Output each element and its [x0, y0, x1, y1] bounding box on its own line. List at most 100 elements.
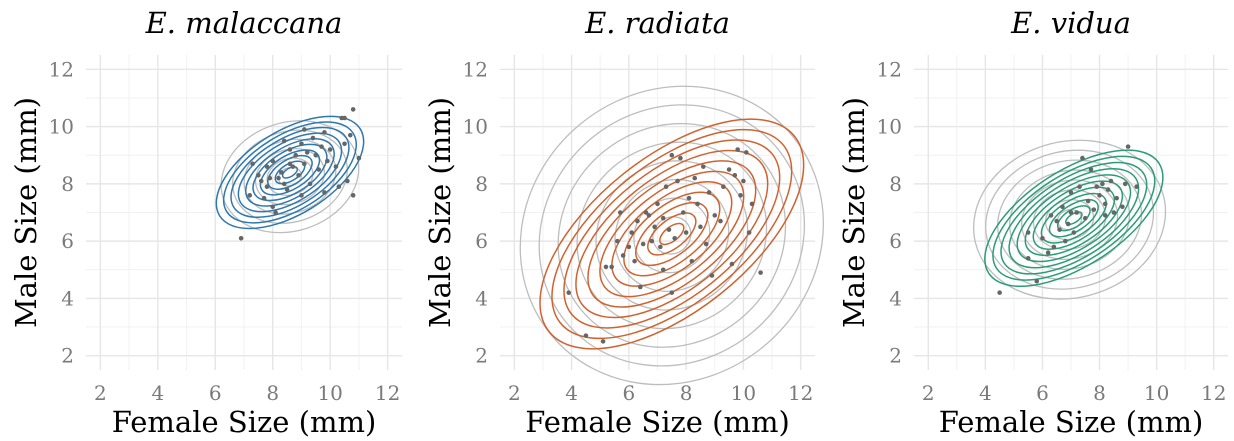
data-point: [281, 181, 287, 187]
y-tick-label: 6: [61, 229, 74, 253]
data-point: [1114, 195, 1119, 201]
data-point: [336, 184, 342, 190]
x-axis-title: Female Size (mm): [525, 405, 790, 439]
prior-contour: [652, 216, 692, 255]
posterior-contour: [215, 115, 365, 230]
panel-1: 2 4 6 8 10 12 2 4 6 8 10 12 E. malaccana Female Size …: [9, 6, 402, 439]
data-point: [729, 261, 735, 267]
x-tick-label: 4: [151, 381, 164, 405]
x-tick-label: 2: [922, 381, 935, 405]
data-point: [1134, 184, 1139, 190]
y-tick-label: 4: [475, 286, 488, 310]
posterior-contour: [623, 191, 721, 277]
x-tick-label: 4: [565, 381, 578, 405]
data-point: [701, 164, 706, 169]
data-point: [1025, 230, 1031, 235]
data-point: [302, 161, 307, 167]
data-point: [1094, 184, 1099, 190]
data-point: [1108, 178, 1114, 184]
y-tick-label: 6: [889, 229, 902, 253]
data-point: [350, 193, 356, 198]
posterior-contour: [587, 160, 757, 308]
x-tick-label: 6: [1036, 381, 1049, 405]
x-tick-label: 10: [731, 381, 756, 405]
data-point: [1045, 250, 1051, 255]
y-tick-label: 12: [877, 57, 902, 81]
data-point: [583, 333, 589, 338]
prior-contour: [576, 141, 768, 330]
data-point: [629, 230, 635, 235]
data-point: [1068, 190, 1074, 195]
data-point: [1074, 210, 1080, 215]
data-point: [1051, 244, 1057, 250]
prior-contour: [232, 129, 348, 224]
data-point: [284, 187, 290, 192]
data-point: [322, 130, 327, 135]
data-point: [1120, 204, 1125, 210]
x-tick-label: 12: [375, 381, 400, 405]
data-point: [299, 193, 304, 198]
y-tick-label: 10: [877, 115, 902, 139]
data-point: [322, 190, 327, 195]
y-tick-label: 4: [61, 286, 74, 310]
prior-contour: [557, 122, 787, 348]
data-point: [350, 107, 356, 112]
data-point: [706, 190, 712, 195]
prior-contour: [996, 159, 1143, 280]
data-point: [721, 184, 726, 190]
data-point: [617, 210, 623, 215]
data-point: [310, 135, 316, 141]
data-point: [672, 235, 677, 241]
x-tick-label: 2: [94, 381, 107, 405]
data-point: [333, 164, 339, 169]
data-point: [1071, 230, 1077, 235]
data-point: [638, 284, 643, 290]
data-point: [635, 218, 640, 224]
data-point: [299, 141, 304, 147]
data-point: [566, 290, 572, 295]
prior-contour: [538, 104, 806, 367]
x-axis-title: Female Size (mm): [939, 405, 1204, 439]
data-point: [347, 132, 353, 138]
data-point: [997, 290, 1002, 295]
y-tick-label: 2: [475, 344, 488, 368]
data-point: [626, 244, 632, 250]
data-point: [1068, 210, 1074, 215]
data-point: [709, 273, 715, 278]
data-point: [1057, 227, 1062, 232]
posterior-contour: [1016, 174, 1132, 263]
data-point: [640, 241, 646, 247]
data-point: [692, 175, 698, 181]
grid: [914, 55, 1228, 370]
data-point: [313, 152, 319, 158]
y-tick-label: 10: [49, 115, 74, 139]
data-point: [238, 235, 244, 241]
data-point: [646, 213, 652, 218]
x-tick-label: 10: [317, 381, 342, 405]
data-point: [247, 193, 253, 198]
data-point: [287, 161, 293, 167]
prior-contour: [519, 85, 825, 386]
chart-title: E. vidua: [1010, 6, 1131, 40]
data-point: [1088, 167, 1094, 172]
data-point: [276, 175, 281, 181]
data-point: [620, 253, 626, 258]
data-point: [675, 178, 680, 184]
data-point: [735, 147, 740, 152]
y-tick-label: 12: [49, 57, 74, 81]
data-point: [652, 224, 657, 230]
data-point: [296, 172, 301, 178]
data-point: [698, 224, 703, 230]
data-point: [293, 152, 299, 158]
data-point: [1054, 218, 1060, 224]
posterior-contour: [992, 155, 1156, 281]
x-tick-label: 12: [1201, 381, 1226, 405]
posterior-contour: [1032, 186, 1116, 250]
prior-contour: [984, 149, 1155, 290]
y-tick-label: 6: [475, 229, 488, 253]
data-point: [609, 264, 614, 270]
data-point: [325, 158, 330, 164]
posterior-contour: [575, 149, 769, 319]
data-point: [1040, 235, 1045, 241]
data-point: [758, 270, 763, 275]
